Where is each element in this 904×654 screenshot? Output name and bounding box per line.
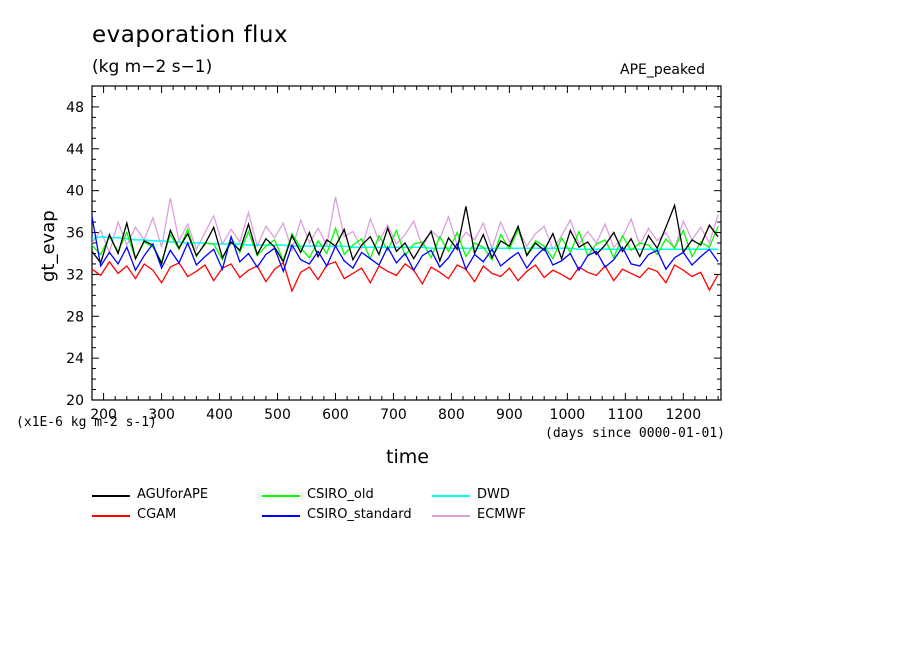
y-tick-label: 44 [66, 142, 84, 158]
legend-label: CGAM [137, 507, 177, 522]
legend-swatch [92, 495, 130, 497]
series-line-aguforape [91, 202, 719, 266]
x-tick-label: 500 [264, 407, 291, 423]
y-tick-label: 40 [66, 184, 84, 200]
x-tick-label: 200 [90, 407, 117, 423]
x-tick-label: 300 [148, 407, 175, 423]
y-tick-label: 28 [66, 309, 84, 325]
y-scale-note: (x1E-6 kg m-2 s-1) [16, 415, 157, 430]
series-line-csiro-standard [91, 216, 719, 274]
legend-swatch [432, 515, 470, 517]
legend-label: ECMWF [477, 507, 526, 522]
series-line-dwd [91, 235, 719, 251]
legend-label: CSIRO_old [307, 487, 374, 502]
y-tick-label: 36 [66, 226, 84, 242]
x-tick-label: 600 [322, 407, 349, 423]
x-tick-label: 1200 [665, 407, 701, 423]
x-tick-label: 1000 [550, 407, 586, 423]
y-tick-label: 48 [66, 100, 84, 116]
y-tick-label: 24 [66, 351, 84, 367]
y-tick-label: 32 [66, 267, 84, 283]
x-tick-label: 700 [380, 407, 407, 423]
x-tick-label: 1100 [608, 407, 644, 423]
legend-label: DWD [477, 487, 510, 502]
legend-swatch [262, 495, 300, 497]
legend-swatch [262, 515, 300, 517]
x-tick-label: 400 [206, 407, 233, 423]
chart-units: (kg m−2 s−1) [92, 57, 213, 77]
chart-title: evaporation flux [92, 22, 289, 48]
x-axis-label: time [386, 446, 429, 468]
legend-swatch [432, 495, 470, 497]
series-line-cgam [91, 260, 719, 293]
legend-swatch [92, 515, 130, 517]
x-tick-label: 800 [438, 407, 465, 423]
x-tick-label: 900 [496, 407, 523, 423]
y-tick-label: 20 [66, 393, 84, 409]
y-axis-label: gt_evap [38, 210, 59, 282]
legend-label: CSIRO_standard [307, 507, 412, 522]
legend-label: AGUforAPE [137, 487, 209, 502]
series-lines [91, 196, 719, 293]
series-line-ecmwf [91, 196, 719, 255]
experiment-label: APE_peaked [620, 62, 706, 78]
axis-ticks: 20 24 28 32 36 40 44 48 200 300 400 500 600 700 800 900… [66, 85, 721, 423]
x-units-note: (days since 0000-01-01) [545, 426, 726, 441]
